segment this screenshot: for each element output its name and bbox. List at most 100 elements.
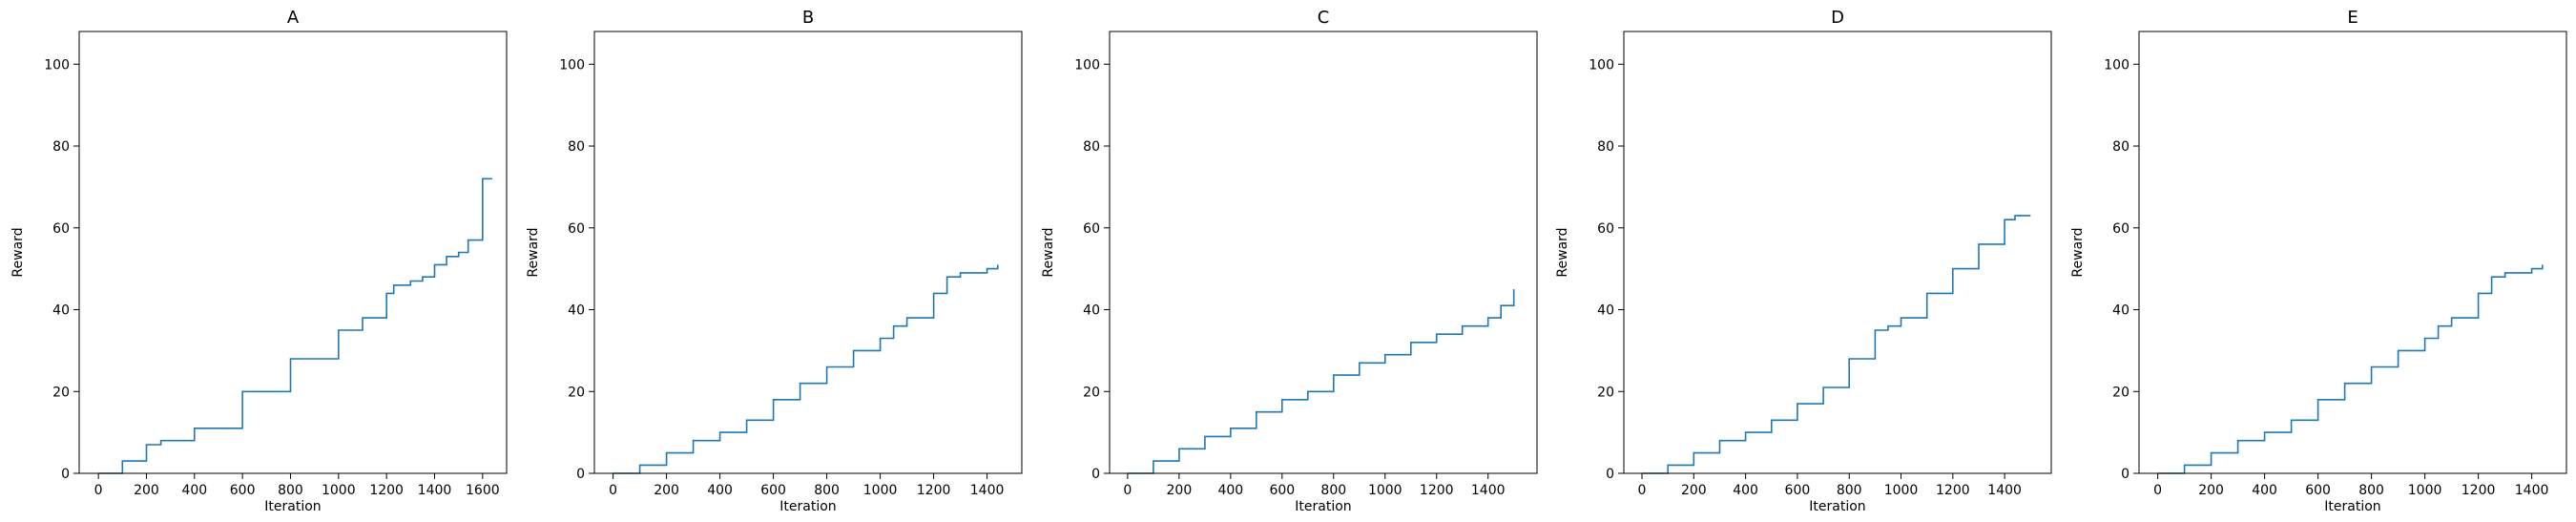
y-tick-label: 80 [568,139,585,155]
x-tick-label: 400 [707,483,733,498]
y-tick-label: 40 [52,303,70,319]
x-tick-label: 800 [1320,483,1346,498]
x-tick-label: 200 [1167,483,1193,498]
y-tick-label: 0 [2121,467,2129,482]
x-tick-label: 400 [1217,483,1243,498]
y-tick-label: 80 [2112,139,2129,155]
x-tick-label: 0 [1638,483,1647,498]
x-tick-label: 1000 [863,483,898,498]
y-tick-label: 80 [1597,139,1614,155]
y-tick-label: 20 [1597,385,1614,400]
x-tick-label: 1200 [917,483,951,498]
x-tick-label: 1000 [322,483,356,498]
series-line [2157,264,2544,474]
y-tick-label: 20 [52,385,70,400]
x-tick-label: 800 [1837,483,1862,498]
y-tick-label: 0 [1091,467,1100,482]
y-axis-label: Reward [1555,227,1570,277]
x-tick-label: 1400 [1471,483,1506,498]
y-tick-label: 80 [52,139,70,155]
x-tick-label: 1200 [2462,483,2496,498]
x-tick-label: 1400 [970,483,1005,498]
y-tick-label: 40 [1083,303,1100,319]
x-axis-label: Iteration [1809,499,1865,514]
x-tick-label: 1000 [2408,483,2442,498]
y-tick-label: 60 [1597,221,1614,237]
x-tick-label: 400 [2252,483,2277,498]
x-tick-label: 200 [2198,483,2224,498]
chart-title: C [1318,8,1330,28]
x-tick-label: 1000 [1368,483,1402,498]
x-tick-label: 600 [1269,483,1295,498]
chart-panel-a: 0 200 400 600 800 1000 1200 1400 1600 0 20 40 60 80 10… [10,8,508,514]
plot-frame [2138,31,2567,474]
x-tick-label: 200 [654,483,679,498]
y-tick-label: 0 [576,467,585,482]
plot-frame [1623,31,2052,474]
x-tick-label: 800 [278,483,303,498]
chart-title: A [287,8,300,28]
x-tick-label: 600 [760,483,786,498]
y-tick-label: 40 [1597,303,1614,319]
y-tick-label: 60 [1083,221,1100,237]
x-axis-label: Iteration [779,499,836,514]
x-tick-label: 800 [2358,483,2384,498]
y-tick-label: 100 [44,57,70,73]
y-tick-label: 20 [2112,385,2129,400]
series-line [613,264,999,474]
y-tick-label: 0 [61,467,70,482]
x-tick-label: 1400 [1987,483,2022,498]
y-tick-label: 80 [1083,139,1100,155]
chart-title: D [1831,8,1844,28]
series-line [1127,289,1515,474]
x-tick-label: 1200 [1936,483,1970,498]
y-tick-label: 100 [559,57,585,73]
x-tick-label: 600 [230,483,256,498]
chart-panel-b: 0 200 400 600 800 1000 1200 1400 0 20 40 60 80 100 B It… [526,8,1023,514]
x-tick-label: 600 [1785,483,1811,498]
plot-frame [593,31,1023,474]
x-tick-label: 0 [609,483,617,498]
y-tick-label: 60 [2112,221,2129,237]
y-tick-label: 20 [1083,385,1100,400]
chart-panel-c: 0 200 400 600 800 1000 1200 1400 0 20 40 60 80 100 C It… [1041,8,1538,514]
y-tick-label: 100 [2104,57,2129,73]
x-axis-label: Iteration [2324,499,2380,514]
chart-panel-d: 0 200 400 600 800 1000 1200 1400 0 20 40 60 80 100 D It… [1555,8,2052,514]
x-tick-label: 1200 [369,483,404,498]
y-tick-label: 100 [1074,57,1100,73]
x-tick-label: 800 [814,483,840,498]
chart-title: B [802,8,814,28]
x-tick-label: 200 [134,483,159,498]
y-axis-label: Reward [2070,227,2086,277]
y-tick-label: 20 [568,385,585,400]
plot-frame [1109,31,1538,474]
x-tick-label: 1400 [418,483,452,498]
x-tick-label: 1600 [466,483,500,498]
y-tick-label: 100 [1589,57,1614,73]
x-tick-label: 0 [1123,483,1132,498]
chart-panel-e: 0 200 400 600 800 1000 1200 1400 0 20 40 60 80 100 E It… [2070,8,2567,514]
x-tick-label: 200 [1681,483,1707,498]
y-tick-label: 40 [2112,303,2129,319]
series-line [98,177,492,474]
y-axis-label: Reward [1041,227,1056,277]
x-tick-label: 1000 [1884,483,1919,498]
series-line [1642,215,2031,474]
x-tick-label: 0 [94,483,103,498]
y-tick-label: 60 [568,221,585,237]
x-tick-label: 1200 [1420,483,1454,498]
x-tick-label: 400 [1733,483,1758,498]
y-axis-label: Reward [10,227,26,277]
y-tick-label: 0 [1606,467,1614,482]
plot-frame [78,31,508,474]
y-axis-label: Reward [526,227,541,277]
y-tick-label: 40 [568,303,585,319]
x-tick-label: 1400 [2515,483,2549,498]
y-tick-label: 60 [52,221,70,237]
x-tick-label: 600 [2305,483,2331,498]
x-tick-label: 400 [181,483,207,498]
x-axis-label: Iteration [1295,499,1351,514]
x-tick-label: 0 [2153,483,2162,498]
